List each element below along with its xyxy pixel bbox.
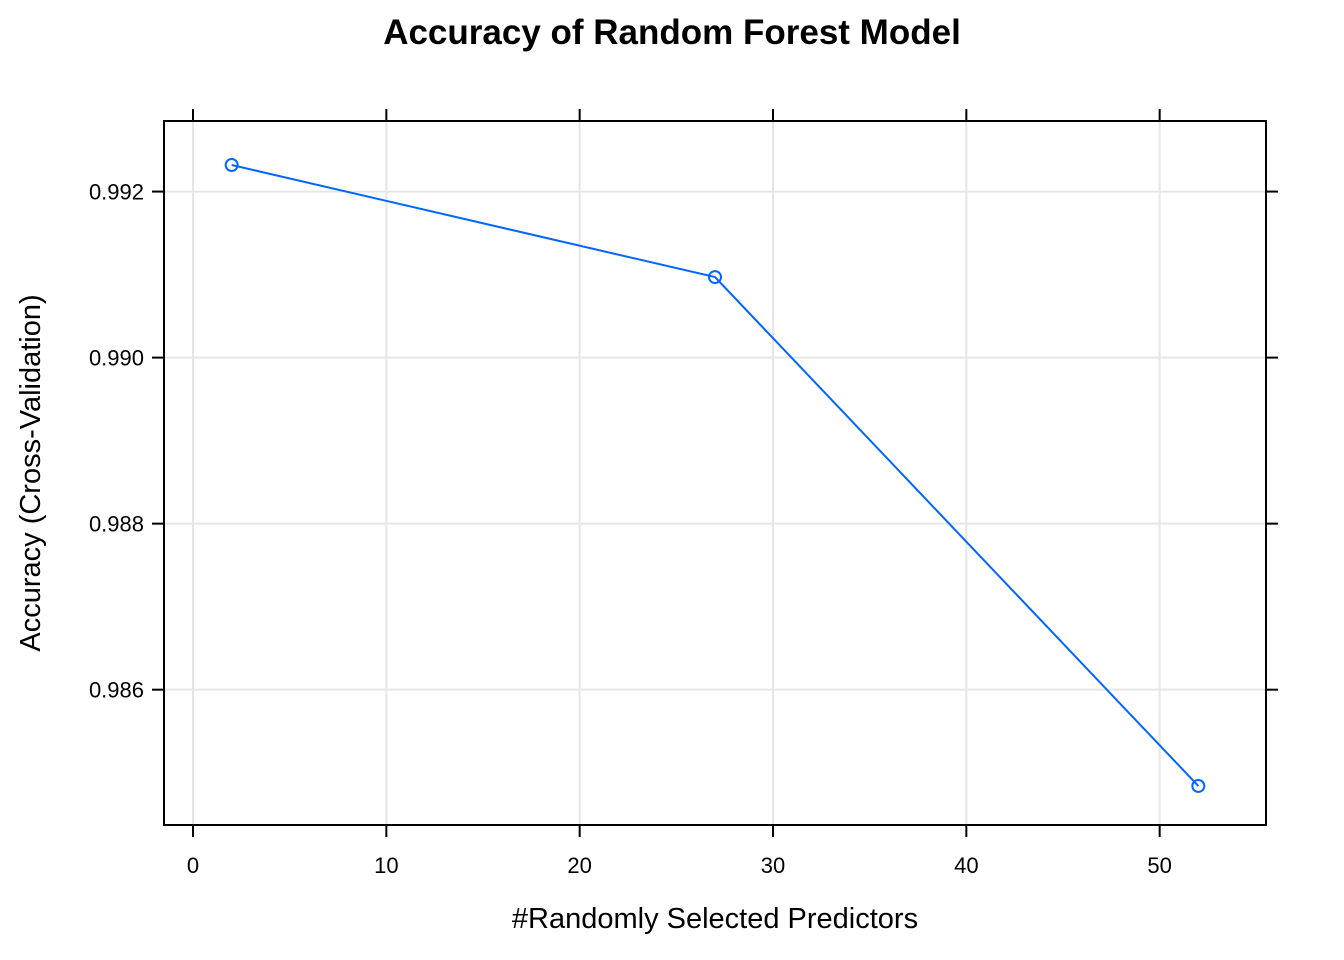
x-tick-label: 40 bbox=[954, 853, 978, 878]
x-axis-label: #Randomly Selected Predictors bbox=[512, 903, 918, 935]
grid-lines bbox=[164, 121, 1266, 825]
accuracy-series bbox=[224, 158, 1206, 793]
y-axis-label: Accuracy (Cross-Validation) bbox=[15, 294, 47, 651]
series-line bbox=[231, 164, 1200, 787]
x-tick-label: 50 bbox=[1147, 853, 1171, 878]
x-tick-label: 10 bbox=[374, 853, 398, 878]
y-axis-tick-labels: 0.986 0.988 0.990 0.992 bbox=[89, 180, 144, 703]
y-tick-label: 0.990 bbox=[89, 346, 144, 371]
chart-title: Accuracy of Random Forest Model bbox=[383, 13, 961, 52]
y-tick-label: 0.992 bbox=[89, 180, 144, 205]
x-tick-label: 20 bbox=[567, 853, 591, 878]
data-point bbox=[708, 270, 722, 285]
x-tick-label: 30 bbox=[761, 853, 785, 878]
data-point bbox=[1191, 778, 1206, 793]
x-tick-label: 0 bbox=[187, 853, 199, 878]
data-point bbox=[224, 158, 239, 172]
axis-ticks bbox=[152, 109, 1278, 837]
y-tick-label: 0.988 bbox=[89, 512, 144, 537]
x-axis-tick-labels: 0 10 20 30 40 50 bbox=[187, 853, 1172, 878]
plot-frame bbox=[163, 120, 1267, 826]
y-tick-label: 0.986 bbox=[89, 678, 144, 703]
